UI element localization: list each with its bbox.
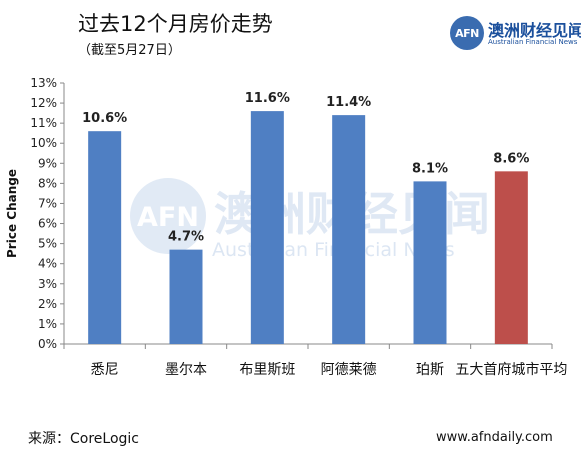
bar (413, 181, 447, 344)
data-label: 8.6% (493, 151, 529, 166)
bar (494, 171, 528, 344)
bar (332, 115, 366, 344)
data-label: 11.6% (245, 91, 290, 106)
source-note: 来源：CoreLogic (28, 431, 139, 447)
y-tick-label: 7% (38, 196, 57, 210)
y-tick-label: 8% (38, 176, 57, 190)
y-tick-label: 4% (38, 257, 57, 271)
y-tick-label: 12% (30, 96, 57, 110)
page-title: 过去12个月房价走势 (78, 12, 273, 36)
afn-logo-badge: AFN (450, 16, 484, 50)
y-tick-label: 2% (38, 297, 57, 311)
data-label: 8.1% (412, 161, 448, 176)
data-label: 11.4% (326, 95, 371, 110)
y-tick-label: 5% (38, 237, 57, 251)
x-tick-label: 悉尼 (91, 362, 119, 378)
data-label: 4.7% (168, 230, 204, 245)
bar (88, 131, 122, 344)
y-axis-title: Price Change (5, 169, 19, 258)
data-label: 10.6% (82, 111, 127, 126)
watermark-badge-text: AFN (137, 202, 199, 233)
page-subtitle: （截至5月27日） (78, 43, 181, 58)
x-tick-label: 阿德莱德 (321, 362, 377, 378)
y-tick-label: 10% (30, 136, 57, 150)
x-tick-label: 珀斯 (416, 362, 444, 378)
y-tick-label: 13% (30, 76, 57, 90)
y-tick-label: 11% (30, 116, 57, 130)
y-tick-label: 0% (38, 337, 57, 351)
y-tick-label: 3% (38, 277, 57, 291)
afn-logo: AFN 澳洲财经见闻 Australian Financial News (450, 16, 581, 50)
afn-logo-name-cn: 澳洲财经见闻 (488, 21, 581, 40)
x-tick-label: 墨尔本 (165, 362, 207, 378)
bar (250, 111, 284, 344)
x-tick-label: 五大首府城市平均 (455, 361, 567, 378)
bar (169, 249, 203, 344)
y-tick-label: 1% (38, 317, 57, 331)
y-tick-label: 6% (38, 217, 57, 231)
afn-logo-name-en: Australian Financial News (488, 38, 578, 46)
x-tick-label: 布里斯班 (239, 362, 295, 378)
y-tick-label: 9% (38, 156, 57, 170)
site-url: www.afndaily.com (436, 430, 553, 445)
watermark-badge-circle (130, 178, 206, 254)
